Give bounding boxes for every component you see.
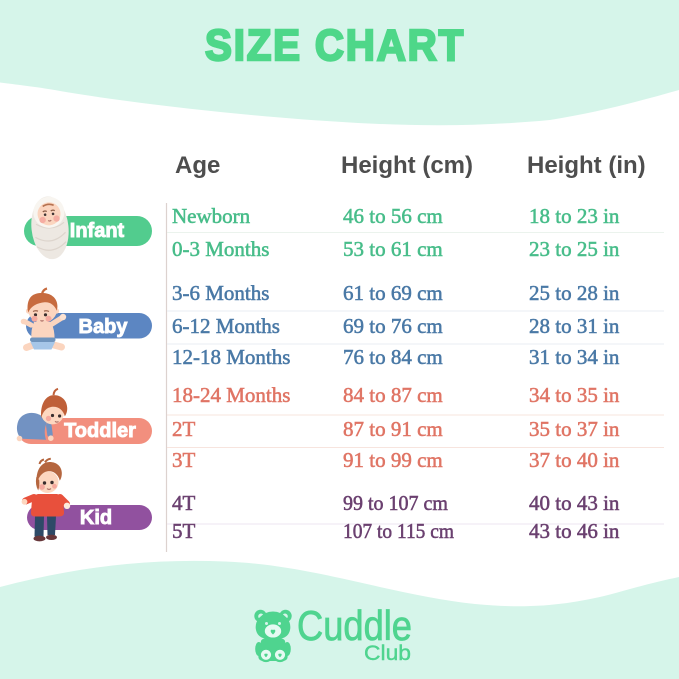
svg-text:91 to 99 cm: 91 to 99 cm xyxy=(343,448,443,472)
svg-text:84 to 87 cm: 84 to 87 cm xyxy=(343,383,443,407)
svg-text:0-3 Months: 0-3 Months xyxy=(172,237,269,261)
svg-text:37 to 40 in: 37 to 40 in xyxy=(529,448,620,472)
svg-text:6-12 Months: 6-12 Months xyxy=(172,314,280,338)
svg-text:69 to 76 cm: 69 to 76 cm xyxy=(343,314,443,338)
svg-text:2T: 2T xyxy=(172,417,196,441)
svg-text:18 to 23 in: 18 to 23 in xyxy=(529,204,620,228)
svg-text:34 to 35 in: 34 to 35 in xyxy=(529,383,620,407)
svg-text:Height (in): Height (in) xyxy=(527,152,646,179)
svg-text:53 to 61 cm: 53 to 61 cm xyxy=(343,237,443,261)
svg-text:76 to 84 cm: 76 to 84 cm xyxy=(343,345,443,369)
svg-text:Cuddle: Cuddle xyxy=(297,602,412,649)
svg-text:Toddler: Toddler xyxy=(64,420,136,442)
svg-text:Age: Age xyxy=(175,152,220,179)
svg-text:18-24 Months: 18-24 Months xyxy=(172,383,290,407)
svg-text:28 to 31 in: 28 to 31 in xyxy=(529,314,620,338)
svg-text:SIZE CHART: SIZE CHART xyxy=(205,21,465,70)
svg-text:Baby: Baby xyxy=(79,316,129,338)
svg-text:3-6 Months: 3-6 Months xyxy=(172,281,269,305)
svg-text:12-18 Months: 12-18 Months xyxy=(172,345,290,369)
svg-text:61 to 69 cm: 61 to 69 cm xyxy=(343,281,443,305)
svg-text:87 to 91 cm: 87 to 91 cm xyxy=(343,417,443,441)
svg-text:23 to 25 in: 23 to 25 in xyxy=(529,237,620,261)
svg-text:Newborn: Newborn xyxy=(172,204,251,228)
svg-text:Height (cm): Height (cm) xyxy=(341,152,473,179)
svg-text:5T: 5T xyxy=(172,519,196,543)
svg-text:25 to 28 in: 25 to 28 in xyxy=(529,281,620,305)
svg-text:35 to 37 in: 35 to 37 in xyxy=(529,417,620,441)
svg-text:4T: 4T xyxy=(172,491,196,515)
svg-text:43 to 46 in: 43 to 46 in xyxy=(529,519,620,543)
svg-text:Infant: Infant xyxy=(70,220,125,242)
svg-text:107 to 115 cm: 107 to 115 cm xyxy=(343,519,454,543)
svg-text:Kid: Kid xyxy=(80,507,112,529)
svg-text:99 to 107 cm: 99 to 107 cm xyxy=(343,491,448,515)
svg-text:40 to 43 in: 40 to 43 in xyxy=(529,491,620,515)
svg-text:46 to 56 cm: 46 to 56 cm xyxy=(343,204,443,228)
svg-text:3T: 3T xyxy=(172,448,196,472)
svg-text:31 to 34 in: 31 to 34 in xyxy=(529,345,620,369)
svg-text:Club: Club xyxy=(364,642,411,665)
